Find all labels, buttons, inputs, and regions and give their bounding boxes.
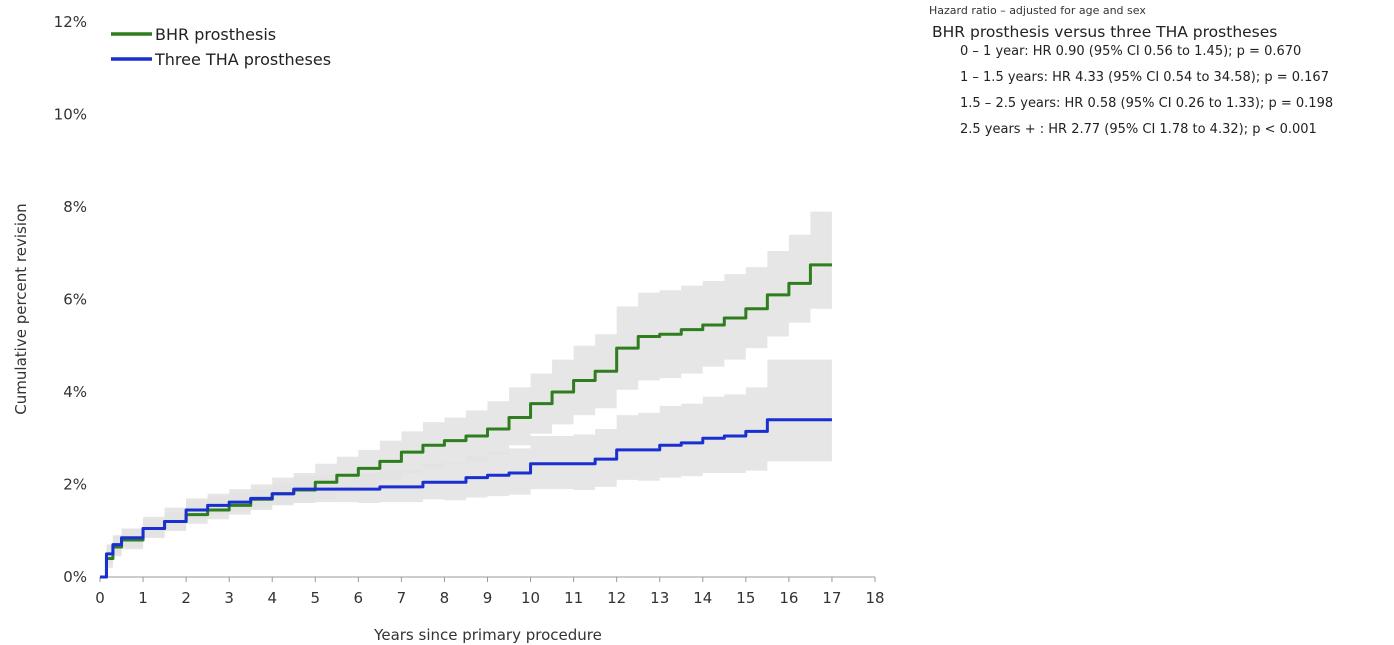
- x-tick-label: 15: [736, 589, 755, 607]
- y-axis-title: Cumulative percent revision: [12, 203, 30, 414]
- y-tick-label: 12%: [54, 13, 87, 31]
- y-tick-label: 4%: [63, 383, 87, 401]
- y-tick-label: 6%: [63, 291, 87, 309]
- hazard-ratio-row: 1 – 1.5 years: HR 4.33 (95% CI 0.54 to 3…: [960, 70, 1329, 85]
- y-tick-label: 0%: [63, 568, 87, 586]
- x-tick-label: 5: [311, 589, 321, 607]
- x-tick-label: 8: [440, 589, 450, 607]
- series-line: [100, 418, 832, 579]
- x-tick-label: 6: [354, 589, 364, 607]
- ci-band: [100, 359, 832, 577]
- x-tick-label: 18: [865, 589, 884, 607]
- y-tick-label: 8%: [63, 198, 87, 216]
- survival-chart: 0 1 2 3 4 5 6 7 8 9 10 11 12 13 14 15 16 17 180%2%4%6%8%10…: [12, 13, 885, 644]
- x-tick-label: 9: [483, 589, 493, 607]
- x-tick-label: 0: [95, 589, 105, 607]
- hazard-ratio-heading: BHR prosthesis versus three THA prosthes…: [932, 23, 1278, 41]
- x-tick-label: 7: [397, 589, 407, 607]
- legend-label: BHR prosthesis: [155, 25, 276, 44]
- x-tick-label: 12: [607, 589, 626, 607]
- legend-label: Three THA prostheses: [154, 50, 331, 69]
- x-tick-label: 2: [181, 589, 191, 607]
- y-tick-label: 2%: [63, 476, 87, 494]
- confidence-bands: [100, 211, 832, 577]
- hazard-ratio-title: Hazard ratio – adjusted for age and sex: [929, 4, 1146, 17]
- ci-band: [100, 211, 832, 577]
- x-axis-title: Years since primary procedure: [373, 626, 602, 644]
- y-tick-label: 10%: [54, 106, 87, 124]
- x-tick-label: 4: [267, 589, 277, 607]
- hazard-ratio-row: 1.5 – 2.5 years: HR 0.58 (95% CI 0.26 to…: [960, 96, 1334, 111]
- hazard-ratio-row: 2.5 years + : HR 2.77 (95% CI 1.78 to 4.…: [960, 122, 1317, 137]
- hazard-ratio-panel: Hazard ratio – adjusted for age and sex …: [929, 4, 1390, 149]
- x-tick-label: 17: [822, 589, 841, 607]
- legend: BHR prosthesis Three THA prostheses: [111, 25, 331, 69]
- x-tick-label: 3: [224, 589, 234, 607]
- x-tick-label: 1: [138, 589, 148, 607]
- axes: 0 1 2 3 4 5 6 7 8 9 10 11 12 13 14 15 16 17 180%2%4%6%8%10…: [54, 13, 885, 607]
- x-tick-label: 11: [564, 589, 583, 607]
- series-lines: [100, 263, 832, 579]
- x-tick-label: 10: [521, 589, 540, 607]
- x-tick-label: 14: [693, 589, 712, 607]
- x-tick-label: 13: [650, 589, 669, 607]
- x-tick-label: 16: [779, 589, 798, 607]
- hazard-ratio-row: 0 – 1 year: HR 0.90 (95% CI 0.56 to 1.45…: [960, 44, 1302, 59]
